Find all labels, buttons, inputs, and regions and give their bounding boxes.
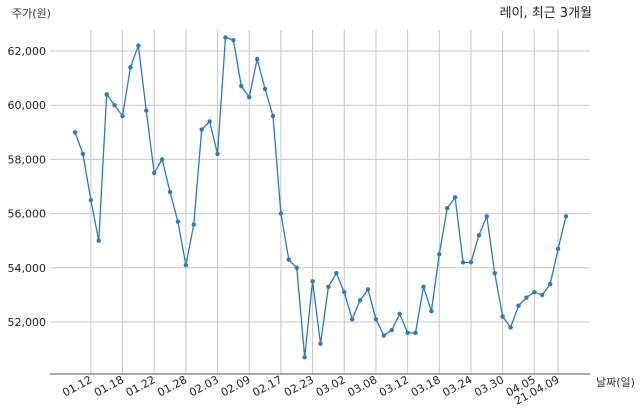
- data-point: [254, 56, 260, 62]
- data-point: [183, 262, 189, 268]
- data-point: [215, 151, 220, 157]
- data-point: [326, 284, 331, 289]
- data-point: [460, 260, 466, 265]
- x-tick-label: 03.02: [314, 373, 348, 399]
- data-point: [357, 298, 363, 303]
- data-point: [334, 271, 339, 276]
- data-point: [247, 94, 252, 100]
- x-tick-label: 01.28: [155, 373, 189, 399]
- x-tick-label: 02.17: [250, 373, 284, 399]
- data-points: [72, 35, 569, 360]
- x-tick-labels: 01.1201.1801.2201.2802.0302.0902.1702.23…: [60, 373, 561, 407]
- data-point: [270, 113, 276, 119]
- data-point: [540, 292, 545, 298]
- data-point: [547, 281, 553, 287]
- data-point: [175, 219, 181, 224]
- data-point: [231, 37, 236, 43]
- x-axis-title: 날짜(일): [596, 375, 635, 389]
- grid-lines: [50, 30, 590, 374]
- data-point: [302, 355, 307, 360]
- data-point: [144, 108, 149, 113]
- data-point: [516, 303, 521, 308]
- x-tick-label: 02.03: [187, 373, 221, 399]
- data-point: [151, 170, 157, 176]
- data-point: [294, 265, 299, 270]
- data-point: [397, 311, 402, 317]
- data-point: [437, 252, 442, 257]
- data-point: [421, 284, 426, 289]
- data-point: [278, 211, 284, 216]
- data-point: [262, 86, 268, 92]
- data-point: [563, 214, 569, 219]
- y-tick-label: 62,000: [8, 45, 47, 58]
- x-tick-label: 03.12: [377, 373, 411, 399]
- data-point: [286, 257, 292, 262]
- data-point: [96, 238, 101, 243]
- x-tick-label: 01.18: [92, 373, 126, 399]
- data-point: [207, 119, 212, 124]
- data-point: [429, 308, 434, 314]
- series-line: [74, 36, 567, 358]
- x-tick-label: 03.18: [409, 373, 443, 399]
- data-point: [365, 287, 371, 292]
- x-tick-label: 02.23: [282, 373, 316, 399]
- chart-title: 레이, 최근 3개월: [500, 6, 592, 21]
- data-point: [468, 260, 474, 265]
- data-point: [524, 295, 529, 300]
- data-point: [508, 325, 513, 330]
- data-point: [342, 289, 347, 295]
- data-point: [445, 205, 450, 211]
- data-point: [159, 157, 165, 162]
- data-point: [532, 289, 537, 295]
- data-point: [136, 43, 141, 48]
- data-point: [223, 35, 228, 40]
- data-point: [128, 65, 133, 70]
- data-point: [167, 189, 173, 195]
- data-point: [349, 317, 355, 322]
- x-tick-label: 03.08: [345, 373, 379, 399]
- data-point: [413, 330, 418, 336]
- data-point: [310, 279, 315, 284]
- data-point: [318, 341, 323, 346]
- x-tick-label: 01.12: [60, 373, 94, 399]
- data-point: [104, 92, 109, 97]
- data-point: [500, 314, 505, 319]
- data-point: [199, 127, 204, 132]
- y-tick-label: 56,000: [8, 208, 47, 221]
- data-point: [112, 103, 117, 108]
- data-point: [88, 197, 94, 203]
- data-point: [484, 214, 490, 219]
- data-point: [72, 130, 78, 135]
- data-point: [492, 271, 497, 276]
- y-tick-labels: 52,000 54,000 56,000 58,000 60,000 62,000: [8, 45, 47, 329]
- y-axis-title: 주가(원): [12, 7, 51, 20]
- data-point: [405, 330, 410, 336]
- data-point: [239, 84, 244, 89]
- data-point: [80, 151, 86, 157]
- data-point: [389, 327, 394, 333]
- x-tick-label: 03.30: [472, 373, 506, 399]
- y-tick-label: 58,000: [8, 153, 47, 166]
- data-point: [452, 195, 458, 200]
- y-tick-label: 60,000: [8, 99, 47, 112]
- data-point: [373, 317, 379, 322]
- data-point: [381, 333, 387, 338]
- x-tick-label: 02.09: [219, 373, 253, 399]
- y-tick-label: 52,000: [8, 316, 47, 329]
- y-tick-label: 54,000: [8, 262, 47, 275]
- x-tick-label: 03.24: [440, 373, 474, 399]
- data-point: [120, 113, 125, 119]
- data-point: [191, 222, 196, 227]
- data-point: [476, 233, 482, 238]
- x-tick-label: 01.22: [124, 373, 158, 399]
- data-point: [555, 246, 561, 252]
